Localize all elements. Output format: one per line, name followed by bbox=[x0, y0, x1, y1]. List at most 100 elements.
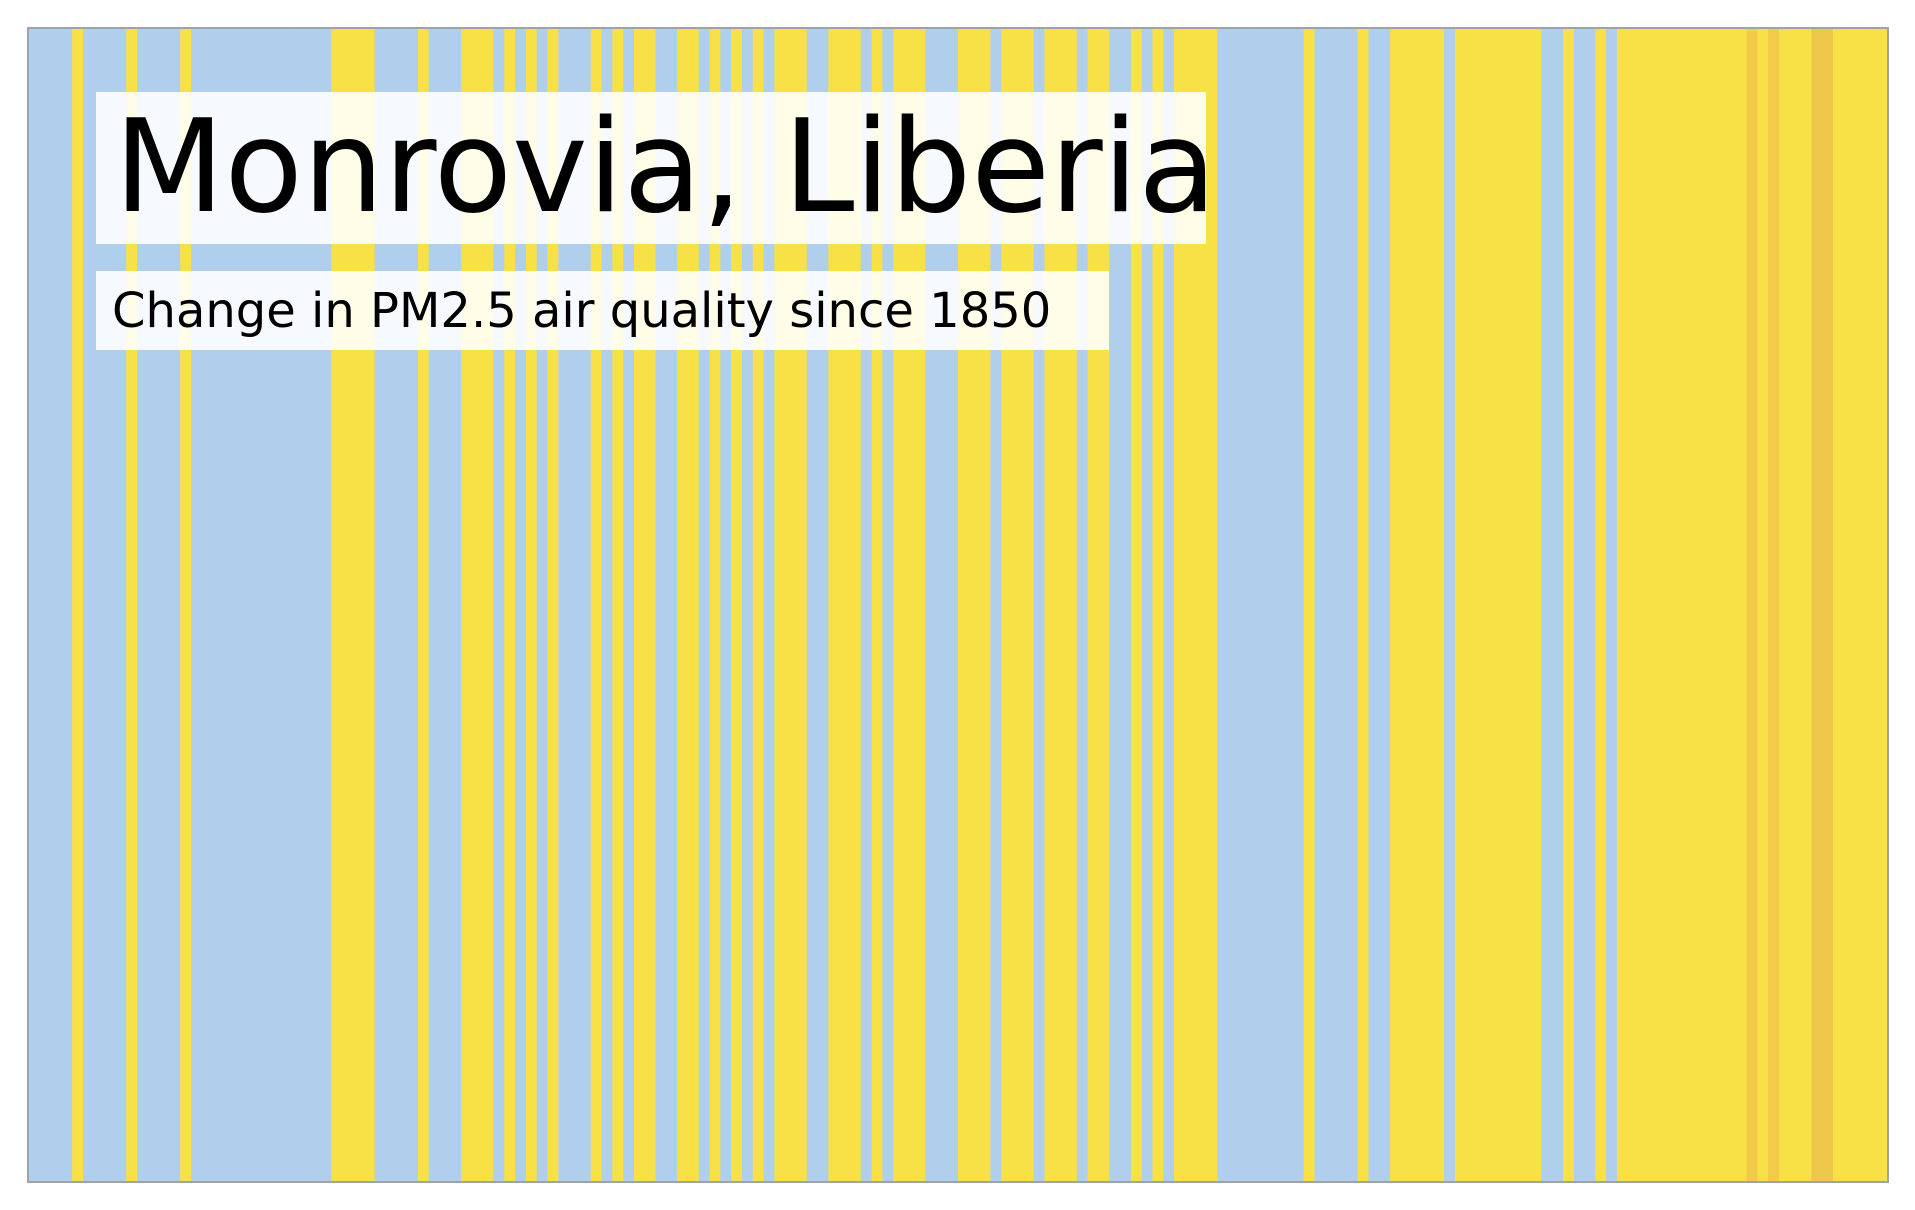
stripe-1880 bbox=[353, 29, 365, 1181]
stripe-1969 bbox=[1314, 29, 1326, 1181]
stripe-1945 bbox=[1055, 29, 1067, 1181]
stripe-1901 bbox=[579, 29, 592, 1181]
stripe-1942 bbox=[1022, 29, 1035, 1181]
stripe-1953 bbox=[1141, 29, 1154, 1181]
stripe-1984 bbox=[1476, 29, 1488, 1181]
stripe-1998 bbox=[1627, 29, 1640, 1181]
stripe-1948 bbox=[1087, 29, 1100, 1181]
stripe-1973 bbox=[1357, 29, 1370, 1181]
stripe-1888 bbox=[439, 29, 451, 1181]
stripe-1907 bbox=[644, 29, 657, 1181]
stripe-1960 bbox=[1217, 29, 1229, 1181]
stripe-2008 bbox=[1735, 29, 1748, 1181]
stripe-1852 bbox=[50, 29, 63, 1181]
stripe-2009 bbox=[1746, 29, 1758, 1181]
stripe-1961 bbox=[1228, 29, 1240, 1181]
stripe-1920 bbox=[785, 29, 797, 1181]
stripe-1867 bbox=[212, 29, 225, 1181]
stripe-2007 bbox=[1724, 29, 1737, 1181]
stripe-1853 bbox=[61, 29, 73, 1181]
stripe-2013 bbox=[1789, 29, 1802, 1181]
stripe-1890 bbox=[461, 29, 473, 1181]
stripe-1968 bbox=[1303, 29, 1316, 1181]
stripes-chart: Monrovia, Liberia Change in PM2.5 air qu… bbox=[27, 27, 1889, 1183]
stripe-2020 bbox=[1865, 29, 1877, 1181]
stripe-1937 bbox=[968, 29, 981, 1181]
stripe-1918 bbox=[763, 29, 775, 1181]
stripe-1894 bbox=[504, 29, 516, 1181]
stripe-1962 bbox=[1238, 29, 1251, 1181]
stripe-1889 bbox=[450, 29, 462, 1181]
stripe-1996 bbox=[1606, 29, 1618, 1181]
stripe-1993 bbox=[1573, 29, 1586, 1181]
chart-title: Monrovia, Liberia bbox=[114, 93, 1217, 242]
stripe-1951 bbox=[1120, 29, 1132, 1181]
stripe-1938 bbox=[979, 29, 992, 1181]
stripe-1896 bbox=[525, 29, 538, 1181]
stripe-1903 bbox=[601, 29, 613, 1181]
stripe-1944 bbox=[1044, 29, 1056, 1181]
stripe-1972 bbox=[1346, 29, 1359, 1181]
stripe-1957 bbox=[1184, 29, 1197, 1181]
stripe-1869 bbox=[234, 29, 246, 1181]
stripe-1877 bbox=[320, 29, 333, 1181]
stripe-1900 bbox=[569, 29, 581, 1181]
stripe-2006 bbox=[1714, 29, 1726, 1181]
stripe-1917 bbox=[752, 29, 765, 1181]
stripe-1851 bbox=[39, 29, 52, 1181]
stripe-1902 bbox=[590, 29, 603, 1181]
stripe-1963 bbox=[1249, 29, 1262, 1181]
stripe-1914 bbox=[720, 29, 732, 1181]
stripe-1956 bbox=[1174, 29, 1186, 1181]
stripe-2002 bbox=[1670, 29, 1683, 1181]
stripe-1941 bbox=[1012, 29, 1024, 1181]
stripe-1915 bbox=[731, 29, 743, 1181]
stripe-1930 bbox=[893, 29, 905, 1181]
stripe-1892 bbox=[482, 29, 495, 1181]
stripe-1982 bbox=[1454, 29, 1467, 1181]
stripe-1966 bbox=[1282, 29, 1294, 1181]
stripe-1910 bbox=[677, 29, 689, 1181]
stripe-1988 bbox=[1519, 29, 1532, 1181]
stripe-1865 bbox=[191, 29, 203, 1181]
stripe-1909 bbox=[666, 29, 678, 1181]
stripe-1990 bbox=[1541, 29, 1553, 1181]
stripe-1923 bbox=[817, 29, 829, 1181]
stripe-1987 bbox=[1508, 29, 1521, 1181]
stripe-1995 bbox=[1595, 29, 1607, 1181]
stripe-1864 bbox=[180, 29, 192, 1181]
chart-subtitle-box: Change in PM2.5 air quality since 1850 bbox=[96, 271, 1109, 350]
stripe-1876 bbox=[309, 29, 322, 1181]
stripe-1947 bbox=[1076, 29, 1089, 1181]
stripe-1871 bbox=[255, 29, 268, 1181]
stripe-2010 bbox=[1757, 29, 1769, 1181]
stripe-1891 bbox=[471, 29, 484, 1181]
stripe-1879 bbox=[342, 29, 354, 1181]
stripe-1858 bbox=[115, 29, 127, 1181]
stripe-1978 bbox=[1411, 29, 1424, 1181]
stripe-2012 bbox=[1778, 29, 1791, 1181]
stripe-1943 bbox=[1033, 29, 1046, 1181]
stripe-1862 bbox=[158, 29, 171, 1181]
stripe-1854 bbox=[72, 29, 84, 1181]
stripe-1913 bbox=[709, 29, 721, 1181]
stripe-1886 bbox=[417, 29, 430, 1181]
stripe-1991 bbox=[1552, 29, 1564, 1181]
stripe-1929 bbox=[882, 29, 894, 1181]
stripe-1992 bbox=[1562, 29, 1575, 1181]
stripe-1994 bbox=[1584, 29, 1596, 1181]
stripe-2018 bbox=[1843, 29, 1856, 1181]
stripe-2011 bbox=[1768, 29, 1780, 1181]
stripe-1919 bbox=[774, 29, 786, 1181]
stripe-1975 bbox=[1379, 29, 1391, 1181]
stripe-2014 bbox=[1800, 29, 1812, 1181]
stripe-1905 bbox=[623, 29, 635, 1181]
stripe-1981 bbox=[1444, 29, 1456, 1181]
stripe-1916 bbox=[741, 29, 754, 1181]
stripe-1926 bbox=[849, 29, 862, 1181]
stripe-1954 bbox=[1152, 29, 1164, 1181]
stripe-1989 bbox=[1530, 29, 1542, 1181]
stripe-1970 bbox=[1325, 29, 1337, 1181]
stripe-1868 bbox=[223, 29, 235, 1181]
stripe-1850 bbox=[29, 29, 41, 1181]
